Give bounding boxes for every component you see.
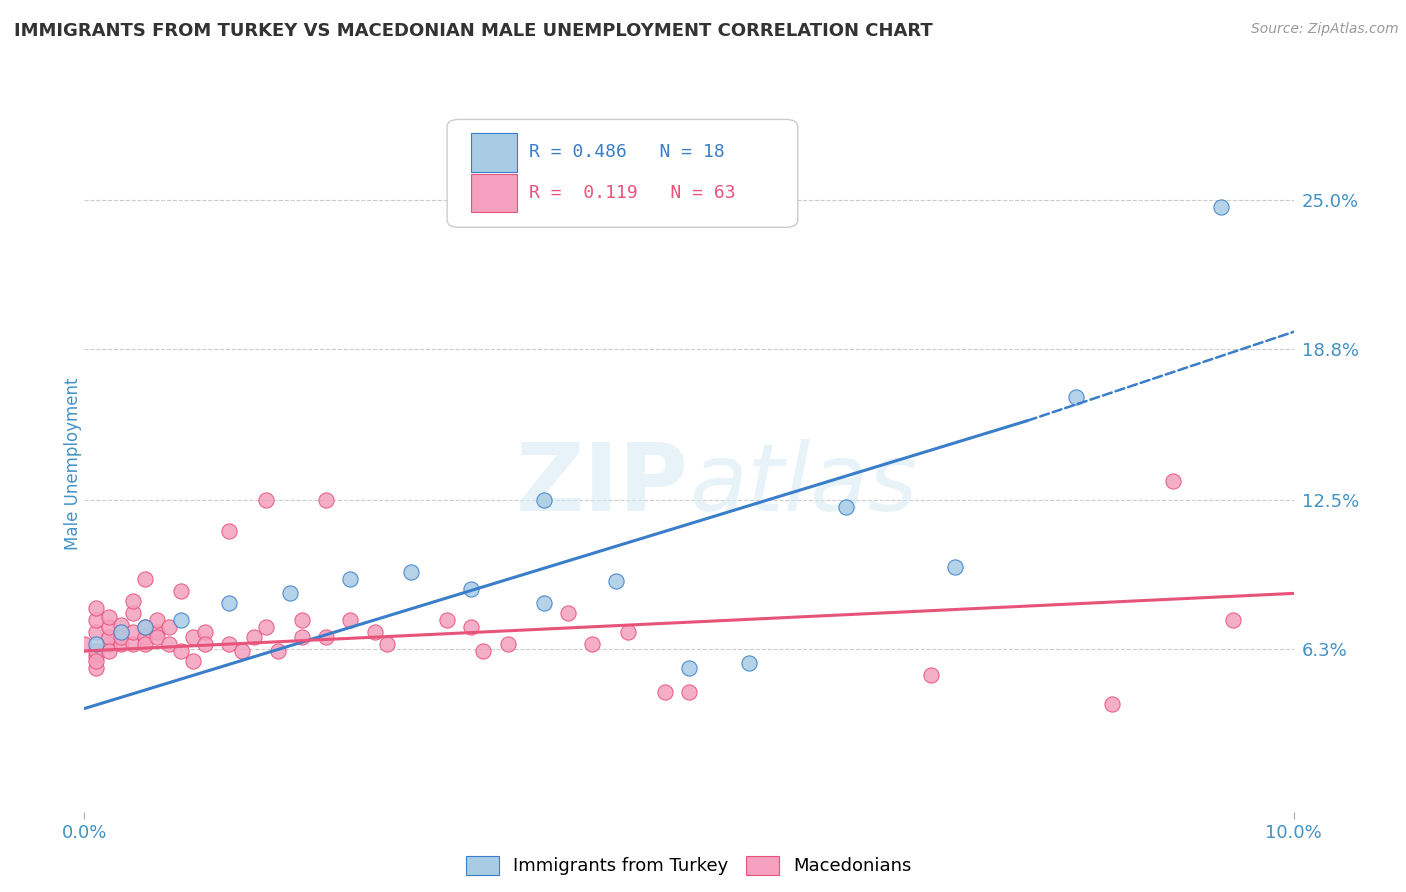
Point bbox=[1064, 390, 1087, 404]
Bar bbox=[471, 134, 517, 171]
Text: atlas: atlas bbox=[689, 439, 917, 530]
Point bbox=[134, 620, 156, 634]
Point bbox=[110, 624, 132, 639]
Point bbox=[134, 630, 156, 644]
Point bbox=[181, 630, 204, 644]
Text: R = 0.486   N = 18: R = 0.486 N = 18 bbox=[529, 143, 725, 161]
Point bbox=[218, 596, 240, 610]
Point bbox=[1101, 697, 1123, 711]
Point bbox=[97, 630, 120, 644]
Point bbox=[678, 685, 700, 699]
Point bbox=[194, 624, 217, 639]
Point bbox=[194, 637, 217, 651]
Point bbox=[557, 606, 579, 620]
FancyBboxPatch shape bbox=[447, 120, 797, 227]
Point bbox=[86, 648, 108, 663]
Point bbox=[170, 613, 193, 627]
Text: ZIP: ZIP bbox=[516, 439, 689, 531]
Point bbox=[146, 630, 169, 644]
Point bbox=[218, 637, 240, 651]
Point bbox=[170, 644, 193, 658]
Point bbox=[86, 644, 108, 658]
Point bbox=[121, 624, 143, 639]
Point bbox=[110, 624, 132, 639]
Point bbox=[86, 661, 108, 675]
Point bbox=[97, 644, 120, 658]
Legend: Immigrants from Turkey, Macedonians: Immigrants from Turkey, Macedonians bbox=[458, 849, 920, 883]
Point bbox=[97, 637, 120, 651]
Point bbox=[242, 630, 264, 644]
Text: R =  0.119   N = 63: R = 0.119 N = 63 bbox=[529, 184, 735, 202]
Point bbox=[254, 492, 277, 507]
Point bbox=[110, 617, 132, 632]
Point bbox=[496, 637, 519, 651]
Point bbox=[678, 661, 700, 675]
Point bbox=[134, 572, 156, 586]
Bar bbox=[471, 174, 517, 212]
Point bbox=[278, 586, 301, 600]
Point bbox=[291, 630, 314, 644]
Point bbox=[1222, 613, 1244, 627]
Point bbox=[617, 624, 640, 639]
Point bbox=[581, 637, 603, 651]
Point bbox=[291, 613, 314, 627]
Point bbox=[121, 637, 143, 651]
Point bbox=[121, 606, 143, 620]
Point bbox=[1161, 474, 1184, 488]
Y-axis label: Male Unemployment: Male Unemployment bbox=[65, 377, 82, 550]
Point bbox=[436, 613, 458, 627]
Point bbox=[533, 596, 555, 610]
Point bbox=[1209, 200, 1232, 214]
Point bbox=[170, 584, 193, 599]
Point bbox=[121, 593, 143, 607]
Point bbox=[86, 600, 108, 615]
Point bbox=[605, 574, 627, 589]
Point bbox=[86, 637, 108, 651]
Point bbox=[146, 624, 169, 639]
Point bbox=[920, 668, 942, 682]
Point bbox=[231, 644, 253, 658]
Point bbox=[315, 492, 337, 507]
Point bbox=[654, 685, 676, 699]
Point bbox=[157, 637, 180, 651]
Point bbox=[146, 613, 169, 627]
Point bbox=[460, 620, 482, 634]
Point bbox=[363, 624, 385, 639]
Point bbox=[472, 644, 495, 658]
Point bbox=[181, 654, 204, 668]
Point bbox=[110, 630, 132, 644]
Point bbox=[339, 613, 361, 627]
Point bbox=[97, 610, 120, 624]
Point bbox=[315, 630, 337, 644]
Point bbox=[86, 613, 108, 627]
Point bbox=[73, 637, 96, 651]
Point bbox=[399, 565, 422, 579]
Point bbox=[134, 637, 156, 651]
Point bbox=[218, 524, 240, 538]
Point bbox=[339, 572, 361, 586]
Point bbox=[254, 620, 277, 634]
Text: IMMIGRANTS FROM TURKEY VS MACEDONIAN MALE UNEMPLOYMENT CORRELATION CHART: IMMIGRANTS FROM TURKEY VS MACEDONIAN MAL… bbox=[14, 22, 932, 40]
Point bbox=[86, 654, 108, 668]
Point bbox=[533, 492, 555, 507]
Point bbox=[86, 624, 108, 639]
Point bbox=[375, 637, 398, 651]
Point bbox=[110, 637, 132, 651]
Point bbox=[134, 620, 156, 634]
Point bbox=[835, 500, 858, 514]
Point bbox=[943, 560, 966, 574]
Text: Source: ZipAtlas.com: Source: ZipAtlas.com bbox=[1251, 22, 1399, 37]
Point bbox=[267, 644, 290, 658]
Point bbox=[460, 582, 482, 596]
Point bbox=[157, 620, 180, 634]
Point bbox=[738, 656, 761, 670]
Point bbox=[97, 620, 120, 634]
